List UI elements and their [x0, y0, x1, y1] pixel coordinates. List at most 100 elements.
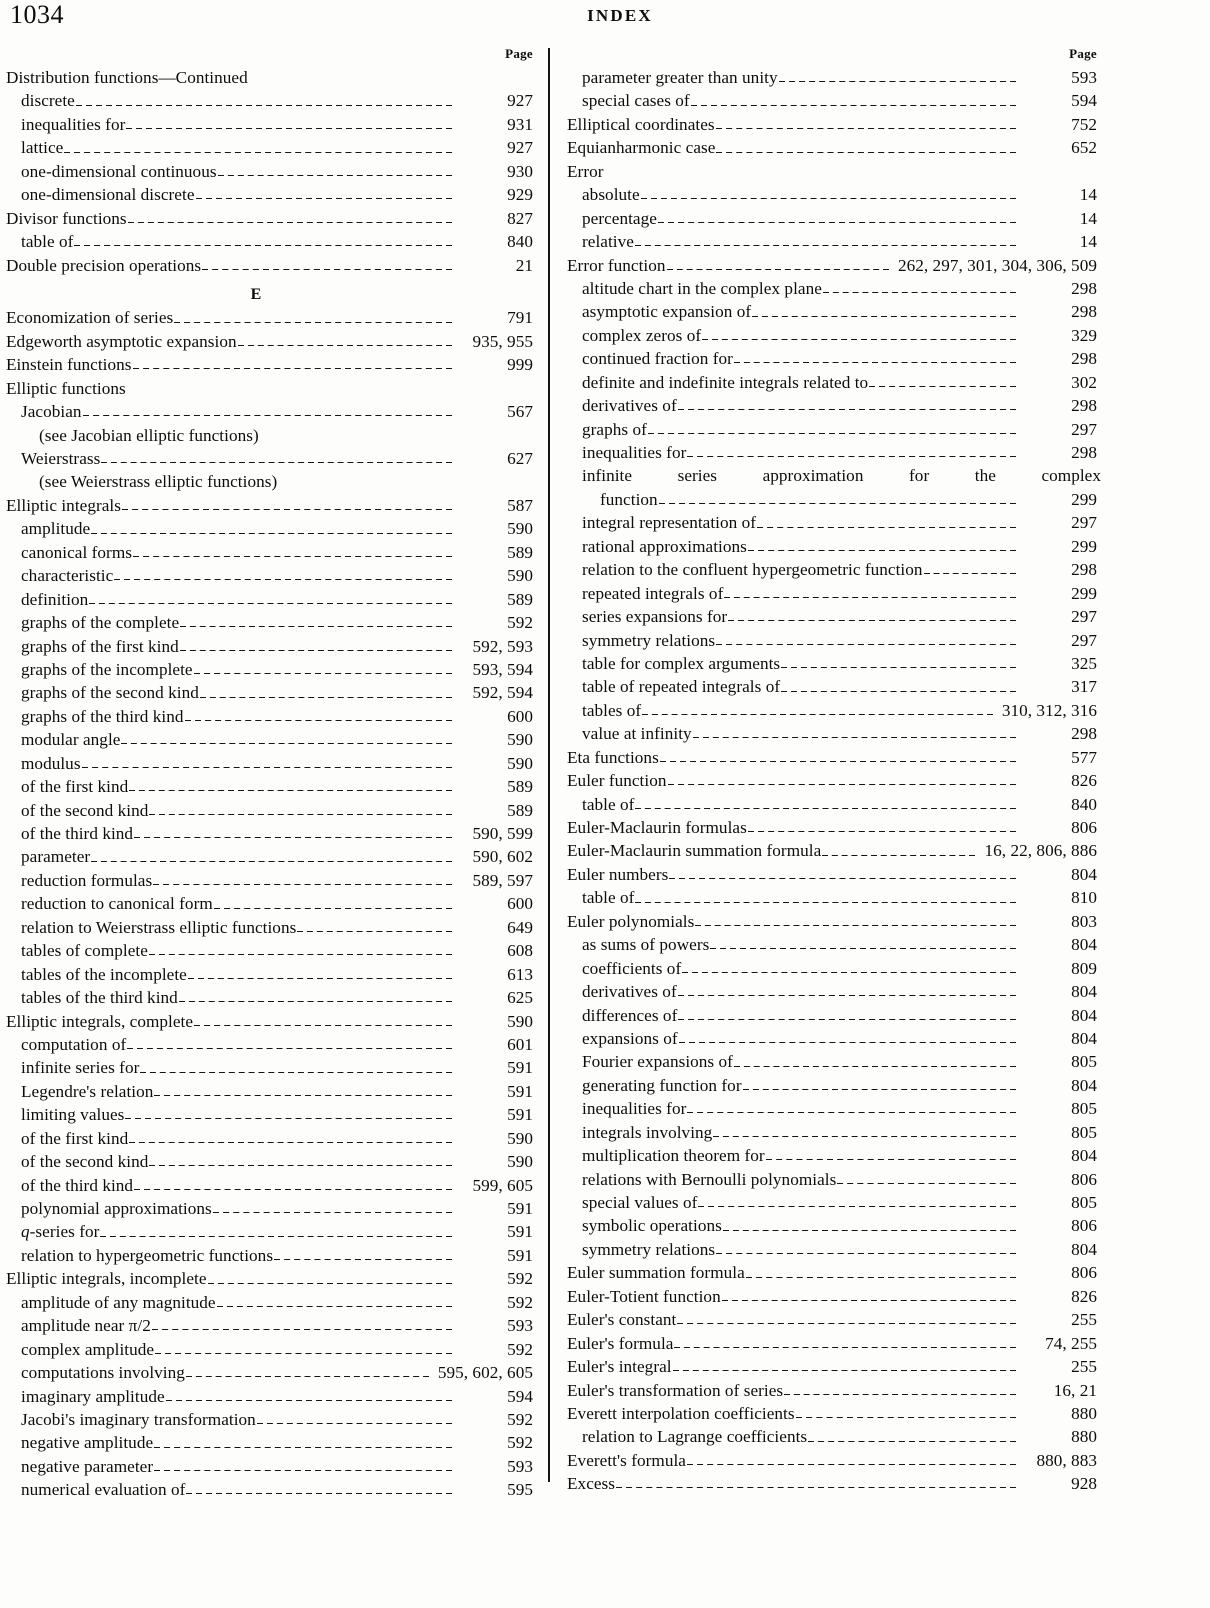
index-entry[interactable]: differences of 804: [567, 1004, 1101, 1027]
index-entry[interactable]: canonical forms 589: [6, 541, 537, 564]
index-entry[interactable]: Jacobian 567: [6, 400, 537, 423]
index-entry[interactable]: negative parameter 593: [6, 1455, 537, 1478]
index-entry[interactable]: imaginary amplitude 594: [6, 1385, 537, 1408]
index-entry[interactable]: special values of 805: [567, 1191, 1101, 1214]
index-entry[interactable]: generating function for 804: [567, 1074, 1101, 1097]
index-entry[interactable]: Euler polynomials 803: [567, 910, 1101, 933]
index-entry[interactable]: numerical evaluation of 595: [6, 1478, 537, 1501]
index-entry[interactable]: relation to the confluent hypergeometric…: [567, 558, 1101, 581]
index-entry[interactable]: Elliptical coordinates 752: [567, 113, 1101, 136]
index-entry[interactable]: polynomial approximations 591: [6, 1197, 537, 1220]
index-entry[interactable]: of the third kind 599, 605: [6, 1174, 537, 1197]
index-entry[interactable]: amplitude 590: [6, 517, 537, 540]
index-entry[interactable]: graphs of the third kind 600: [6, 705, 537, 728]
index-entry[interactable]: infinite series approximation for the co…: [567, 464, 1101, 487]
index-entry[interactable]: lattice 927: [6, 136, 537, 159]
index-entry[interactable]: tables of 310, 312, 316: [567, 699, 1101, 722]
index-entry[interactable]: Double precision operations 21: [6, 254, 537, 277]
index-entry[interactable]: Economization of series 791: [6, 306, 537, 329]
index-entry[interactable]: Elliptic integrals 587: [6, 494, 537, 517]
index-entry[interactable]: multiplication theorem for 804: [567, 1144, 1101, 1167]
index-entry[interactable]: Elliptic integrals, incomplete 592: [6, 1267, 537, 1290]
index-entry[interactable]: percentage 14: [567, 207, 1101, 230]
index-entry[interactable]: complex zeros of 329: [567, 324, 1101, 347]
index-entry[interactable]: graphs of the second kind 592, 594: [6, 681, 537, 704]
index-entry[interactable]: Euler function 826: [567, 769, 1101, 792]
index-entry[interactable]: integrals involving 805: [567, 1121, 1101, 1144]
index-entry[interactable]: symmetry relations 297: [567, 629, 1101, 652]
index-entry[interactable]: symmetry relations 804: [567, 1238, 1101, 1261]
index-entry[interactable]: altitude chart in the complex plane 298: [567, 277, 1101, 300]
index-entry[interactable]: inequalities for 298: [567, 441, 1101, 464]
index-entry[interactable]: Euler-Maclaurin summation formula 16, 22,…: [567, 839, 1101, 862]
index-entry[interactable]: parameter greater than unity 593: [567, 66, 1101, 89]
index-entry[interactable]: one-dimensional continuous 930: [6, 160, 537, 183]
index-entry[interactable]: Edgeworth asymptotic expansion 935, 955: [6, 330, 537, 353]
index-entry[interactable]: relative 14: [567, 230, 1101, 253]
index-entry[interactable]: Fourier expansions of 805: [567, 1050, 1101, 1073]
index-entry[interactable]: (see Weierstrass elliptic functions): [6, 470, 537, 493]
index-entry[interactable]: Error function 262, 297, 301, 304, 306, 5…: [567, 254, 1101, 277]
index-entry[interactable]: Euler's formula 74, 255: [567, 1332, 1101, 1355]
index-entry[interactable]: modular angle 590: [6, 728, 537, 751]
index-entry[interactable]: infinite series for 591: [6, 1056, 537, 1079]
index-entry[interactable]: of the first kind 589: [6, 775, 537, 798]
index-entry[interactable]: Euler summation formula 806: [567, 1261, 1101, 1284]
index-entry[interactable]: coefficients of 809: [567, 957, 1101, 980]
index-entry[interactable]: Everett's formula 880, 883: [567, 1449, 1101, 1472]
index-entry[interactable]: Distribution functions—Continued: [6, 66, 537, 89]
index-entry[interactable]: definite and indefinite integrals relate…: [567, 371, 1101, 394]
index-entry[interactable]: table of 840: [567, 793, 1101, 816]
index-entry[interactable]: Euler's constant 255: [567, 1308, 1101, 1331]
index-entry[interactable]: complex amplitude 592: [6, 1338, 537, 1361]
index-entry[interactable]: series expansions for 297: [567, 605, 1101, 628]
index-entry[interactable]: asymptotic expansion of 298: [567, 300, 1101, 323]
index-entry[interactable]: Euler numbers 804: [567, 863, 1101, 886]
index-entry[interactable]: discrete 927: [6, 89, 537, 112]
index-entry[interactable]: symbolic operations 806: [567, 1214, 1101, 1237]
index-entry[interactable]: Legendre's relation 591: [6, 1080, 537, 1103]
index-entry[interactable]: of the second kind 590: [6, 1150, 537, 1173]
index-entry[interactable]: definition 589: [6, 588, 537, 611]
index-entry[interactable]: parameter 590, 602: [6, 845, 537, 868]
index-entry[interactable]: value at infinity 298: [567, 722, 1101, 745]
index-entry[interactable]: relation to Weierstrass elliptic functio…: [6, 916, 537, 939]
index-entry[interactable]: relation to hypergeometric functions 591: [6, 1244, 537, 1267]
index-entry[interactable]: Eta functions 577: [567, 746, 1101, 769]
index-entry[interactable]: inequalities for 931: [6, 113, 537, 136]
index-entry[interactable]: repeated integrals of 299: [567, 582, 1101, 605]
index-entry[interactable]: derivatives of 298: [567, 394, 1101, 417]
index-entry[interactable]: Elliptic integrals, complete 590: [6, 1010, 537, 1033]
index-entry[interactable]: graphs of the first kind 592, 593: [6, 635, 537, 658]
index-entry[interactable]: Euler-Maclaurin formulas 806: [567, 816, 1101, 839]
index-entry[interactable]: Elliptic functions: [6, 377, 537, 400]
index-entry[interactable]: Euler's transformation of series 16, 21: [567, 1379, 1101, 1402]
index-entry[interactable]: table of 840: [6, 230, 537, 253]
index-entry[interactable]: reduction to canonical form 600: [6, 892, 537, 915]
index-entry[interactable]: relations with Bernoulli polynomials 806: [567, 1168, 1101, 1191]
index-entry[interactable]: of the second kind 589: [6, 799, 537, 822]
index-entry[interactable]: Everett interpolation coefficients 880: [567, 1402, 1101, 1425]
index-entry[interactable]: relation to Lagrange coefficients 880: [567, 1425, 1101, 1448]
index-entry[interactable]: tables of the incomplete 613: [6, 963, 537, 986]
index-entry[interactable]: Excess 928: [567, 1472, 1101, 1495]
index-entry[interactable]: one-dimensional discrete 929: [6, 183, 537, 206]
index-entry[interactable]: continued fraction for 298: [567, 347, 1101, 370]
index-entry[interactable]: modulus 590: [6, 752, 537, 775]
index-entry[interactable]: rational approximations 299: [567, 535, 1101, 558]
index-entry[interactable]: characteristic 590: [6, 564, 537, 587]
index-entry[interactable]: graphs of 297: [567, 418, 1101, 441]
index-entry[interactable]: special cases of 594: [567, 89, 1101, 112]
index-entry[interactable]: integral representation of 297: [567, 511, 1101, 534]
index-entry[interactable]: inequalities for 805: [567, 1097, 1101, 1120]
index-entry[interactable]: derivatives of 804: [567, 980, 1101, 1003]
index-entry[interactable]: absolute 14: [567, 183, 1101, 206]
index-entry[interactable]: Euler's integral 255: [567, 1355, 1101, 1378]
index-entry[interactable]: reduction formulas 589, 597: [6, 869, 537, 892]
index-entry[interactable]: computations involving 595, 602, 605: [6, 1361, 537, 1384]
index-entry[interactable]: q-series for 591: [6, 1220, 537, 1243]
index-entry[interactable]: graphs of the incomplete 593, 594: [6, 658, 537, 681]
index-entry[interactable]: amplitude of any magnitude 592: [6, 1291, 537, 1314]
index-entry[interactable]: Euler-Totient function 826: [567, 1285, 1101, 1308]
index-entry[interactable]: Jacobi's imaginary transformation 592: [6, 1408, 537, 1431]
